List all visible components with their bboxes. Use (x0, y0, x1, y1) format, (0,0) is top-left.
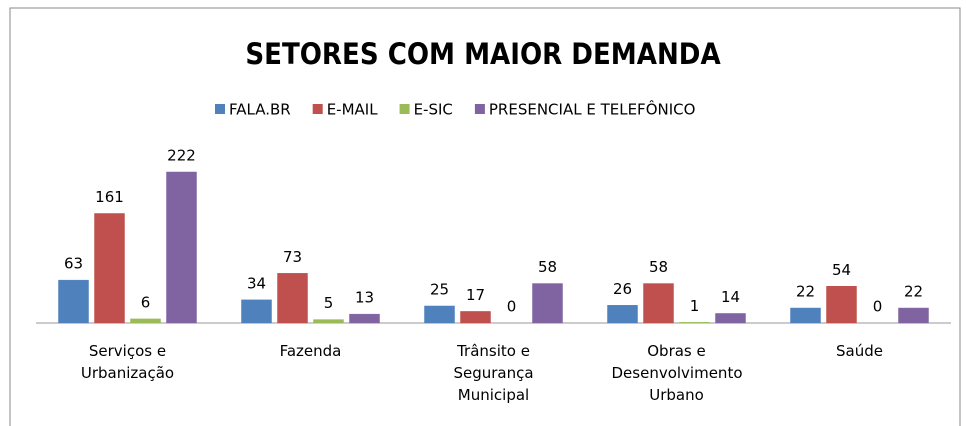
legend-label: PRESENCIAL E TELEFÔNICO (489, 100, 696, 119)
bar (313, 319, 344, 324)
bar (790, 307, 821, 324)
bar (349, 313, 380, 324)
bar (277, 273, 308, 324)
x-tick-label: Trânsito e Segurança Municipal (453, 342, 534, 404)
data-label: 13 (355, 289, 374, 307)
data-label: 34 (247, 274, 266, 292)
bar (532, 283, 563, 324)
legend-swatch (399, 104, 410, 114)
bar (460, 311, 491, 324)
legend-swatch (215, 104, 225, 114)
bar (130, 318, 161, 324)
data-label: 6 (141, 293, 151, 311)
x-tick-label: Fazenda (279, 342, 342, 360)
bar (898, 307, 929, 324)
legend-label: E-SIC (414, 101, 453, 119)
chart-title: SETORES COM MAIOR DEMANDA (245, 37, 721, 71)
bar (424, 305, 455, 324)
data-label: 22 (904, 283, 923, 301)
data-label: 63 (64, 255, 83, 273)
data-label: 54 (832, 261, 851, 279)
legend-swatch (312, 104, 323, 114)
data-label: 22 (796, 283, 815, 301)
data-label: 58 (538, 258, 557, 276)
data-label: 14 (721, 288, 740, 306)
bar (241, 299, 272, 324)
x-tick-label: Saúde (836, 342, 883, 360)
data-label: 0 (873, 298, 883, 316)
bar (643, 283, 674, 324)
legend-label: FALA.BR (229, 101, 291, 119)
bar (715, 313, 746, 324)
bar (679, 322, 710, 324)
x-tick-label: Serviços e Urbanização (80, 342, 175, 382)
data-label: 26 (613, 280, 632, 298)
bar (826, 286, 857, 324)
legend-label: E-MAIL (327, 101, 379, 119)
data-label: 5 (324, 294, 334, 312)
data-label: 222 (167, 147, 196, 165)
bar (166, 171, 197, 324)
data-label: 17 (466, 286, 485, 304)
x-tick-label: Obras e Desenvolvimento Urbano (611, 342, 743, 404)
data-label: 161 (95, 188, 124, 206)
data-label: 58 (649, 258, 668, 276)
data-label: 25 (430, 280, 449, 298)
data-label: 73 (283, 248, 302, 266)
legend-swatch (474, 104, 485, 114)
data-label: 1 (690, 297, 700, 315)
bar (607, 305, 638, 324)
data-label: 0 (507, 298, 517, 316)
bar (58, 279, 89, 324)
bar (94, 213, 125, 324)
